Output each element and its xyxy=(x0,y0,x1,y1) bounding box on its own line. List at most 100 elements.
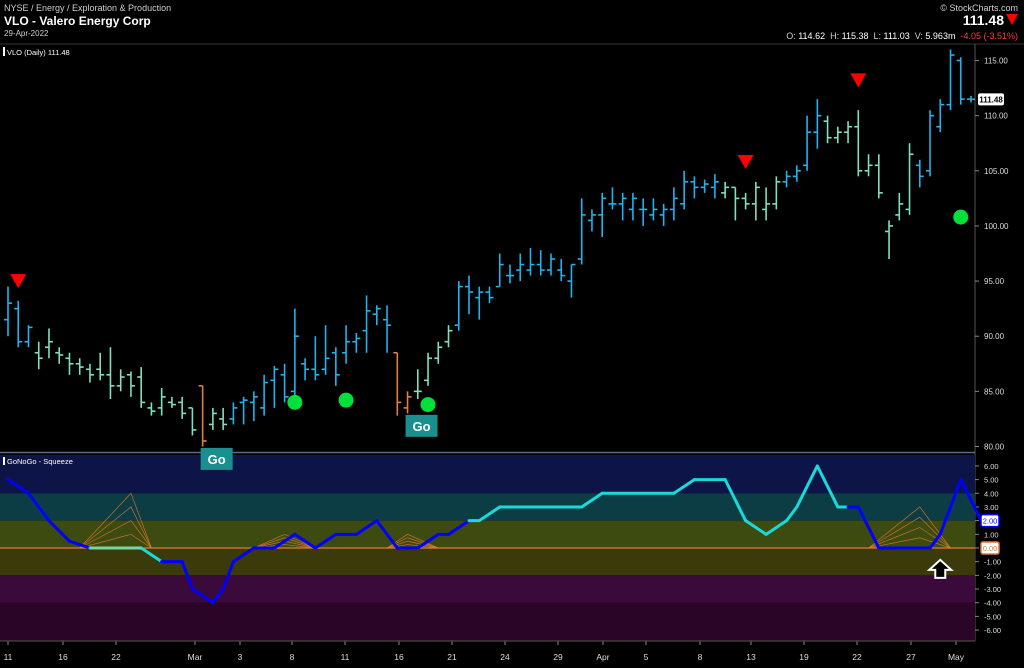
ohlc-bar xyxy=(967,95,975,103)
ohlc-readout: O: 114.62 H: 115.38 L: 111.03 V: 5.963m … xyxy=(786,31,1018,41)
price-y-tick-label: 110.00 xyxy=(984,112,1008,121)
oscillator-band xyxy=(0,575,975,603)
ohlc-bar xyxy=(885,220,894,260)
ohlc-bar xyxy=(669,187,678,221)
squeeze-band xyxy=(79,492,152,549)
open-value: 114.62 xyxy=(798,31,826,41)
ohlc-bar xyxy=(772,176,781,210)
price-change: -4.05 (-3.51%) xyxy=(960,31,1018,41)
x-tick-label: 11 xyxy=(4,652,13,662)
low-value: 111.03 xyxy=(883,31,910,41)
osc-legend: GoNoGo - Squeeze xyxy=(7,457,73,466)
ohlc-bar xyxy=(751,181,760,221)
ohlc-bar xyxy=(690,176,699,199)
squeeze-band xyxy=(253,533,316,549)
go-badge xyxy=(405,414,438,437)
ohlc-bar xyxy=(178,396,187,419)
osc-y-tick-label: -5.00 xyxy=(984,612,1001,621)
ohlc-bar xyxy=(96,352,105,381)
last-price-tag xyxy=(978,93,1004,106)
price-y-tick-label: 100.00 xyxy=(984,222,1009,231)
oscillator-segment xyxy=(26,491,51,523)
x-tick-label: 21 xyxy=(447,652,457,662)
ohlc-bar xyxy=(34,341,43,370)
ohlc-bar xyxy=(270,365,279,408)
high-value: 115.38 xyxy=(841,31,869,41)
ohlc-bar xyxy=(792,165,801,182)
ohlc-bar xyxy=(956,57,965,105)
ohlc-bar xyxy=(85,363,94,383)
x-tick-label: 19 xyxy=(799,652,809,662)
oscillator-segment xyxy=(190,587,215,605)
ohlc-bar xyxy=(229,402,238,425)
oscillator-segment xyxy=(354,519,379,536)
signal-dot xyxy=(338,392,354,408)
ohlc-bar xyxy=(75,358,84,375)
price-y-tick-label: 105.00 xyxy=(984,167,1009,176)
ohlc-bar xyxy=(710,174,719,199)
ohlc-bar xyxy=(946,49,955,111)
osc-y-tick-label: 6.00 xyxy=(984,462,999,471)
ohlc-bar xyxy=(536,250,545,276)
squeeze-band xyxy=(868,527,951,549)
ohlc-bar xyxy=(44,328,53,359)
ohlc-bar xyxy=(219,407,228,430)
oscillator-segment xyxy=(67,539,92,550)
price-y-tick-label: 115.00 xyxy=(984,57,1008,66)
ohlc-bar xyxy=(434,341,443,364)
ohlc-bar xyxy=(505,264,514,284)
oscillator-segment xyxy=(795,464,819,509)
ohlc-bar xyxy=(290,308,299,397)
oscillator-segment xyxy=(416,532,440,550)
ohlc-bar xyxy=(454,281,463,331)
x-tick-label: 13 xyxy=(746,652,756,662)
ohlc-bar xyxy=(936,99,945,133)
squeeze-band xyxy=(79,506,152,549)
x-tick-label: Mar xyxy=(188,652,203,662)
ohlc-bar xyxy=(393,351,402,416)
osc-y-tick-label: 1.00 xyxy=(984,530,999,539)
x-tick-label: 22 xyxy=(111,652,121,662)
ohlc-bar xyxy=(342,325,351,364)
oscillator-segment xyxy=(375,519,399,550)
osc-value-badge xyxy=(980,513,1000,528)
last-price-tag-label: 111.48 xyxy=(979,95,1003,104)
ohlc-bar xyxy=(106,347,115,400)
up-arrow-icon xyxy=(926,558,954,579)
osc-legend-marker xyxy=(3,457,5,465)
down-triangle-icon xyxy=(10,274,27,289)
ohlc-bar xyxy=(854,110,863,177)
oscillator-segment xyxy=(139,546,164,564)
ohlc-bar xyxy=(362,295,371,353)
ohlc-bar xyxy=(116,369,125,392)
oscillator-segment xyxy=(928,532,942,550)
osc-y-tick-label: -2.00 xyxy=(984,571,1001,580)
zero-value-badge xyxy=(980,541,1000,555)
oscillator-segment xyxy=(221,560,235,591)
price-y-tick-label: 85.00 xyxy=(984,387,1005,396)
ohlc-bar xyxy=(331,347,340,386)
ohlc-bar xyxy=(608,187,617,210)
ohlc-bar xyxy=(598,192,607,237)
x-tick-label: 8 xyxy=(290,652,295,662)
ohlc-bar xyxy=(864,154,873,177)
squeeze-band xyxy=(79,520,152,549)
low-label: L: xyxy=(873,31,881,41)
squeeze-band xyxy=(79,533,152,549)
x-tick-label: 29 xyxy=(553,652,563,662)
ohlc-bar xyxy=(618,192,627,221)
page-title: VLO - Valero Energy Corp xyxy=(4,14,151,28)
osc-value-badge-label: 2.00 xyxy=(983,517,998,526)
ohlc-bar xyxy=(762,187,771,221)
osc-y-tick-label: -1.00 xyxy=(984,558,1001,567)
ohlc-bar xyxy=(413,369,422,400)
ohlc-bar xyxy=(782,170,791,188)
squeeze-band xyxy=(868,516,951,549)
x-tick-label: 16 xyxy=(394,652,404,662)
x-tick-label: 8 xyxy=(698,652,703,662)
ohlc-bar xyxy=(485,286,494,304)
go-badge-label: Go xyxy=(208,452,226,467)
volume-value: 5.963m xyxy=(925,31,956,41)
ohlc-bar xyxy=(383,305,392,353)
